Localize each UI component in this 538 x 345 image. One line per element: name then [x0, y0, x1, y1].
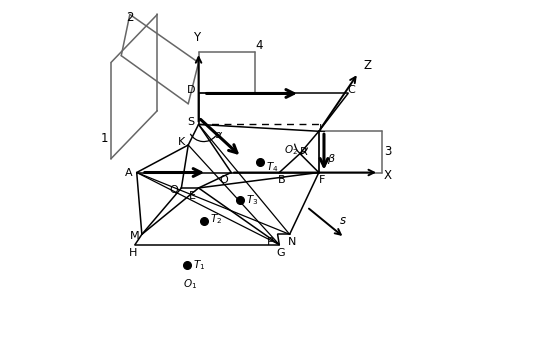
- Text: 3: 3: [384, 145, 391, 158]
- Text: G: G: [277, 248, 285, 258]
- Text: 4: 4: [255, 39, 263, 52]
- Text: $s$: $s$: [339, 214, 348, 227]
- Text: N: N: [288, 237, 296, 247]
- Text: H: H: [129, 248, 138, 258]
- Text: E: E: [189, 190, 196, 200]
- Text: 1: 1: [100, 132, 108, 145]
- Text: D: D: [187, 85, 195, 95]
- Text: O: O: [220, 175, 228, 185]
- Text: Y: Y: [193, 31, 200, 44]
- Text: Q: Q: [169, 185, 178, 195]
- Text: R: R: [300, 147, 307, 157]
- Text: 2: 2: [126, 11, 133, 24]
- Text: $T_1$: $T_1$: [193, 258, 205, 272]
- Text: M: M: [130, 231, 139, 241]
- Text: $O_2$: $O_2$: [285, 143, 299, 157]
- Text: L: L: [319, 124, 325, 134]
- Text: K: K: [178, 137, 185, 147]
- Text: $\beta$: $\beta$: [327, 152, 336, 166]
- Text: B: B: [278, 175, 286, 185]
- Text: $O_1$: $O_1$: [183, 277, 197, 291]
- Text: $T_2$: $T_2$: [210, 212, 222, 226]
- Text: $\alpha$: $\alpha$: [214, 130, 223, 140]
- Text: F: F: [319, 175, 325, 185]
- Text: S: S: [187, 117, 195, 127]
- Text: Z: Z: [364, 59, 372, 72]
- Text: P: P: [267, 237, 273, 247]
- Text: X: X: [384, 169, 392, 183]
- Text: $T_3$: $T_3$: [246, 193, 258, 207]
- Text: A: A: [125, 168, 133, 177]
- Text: $T_4$: $T_4$: [266, 160, 279, 174]
- Text: C: C: [348, 85, 355, 95]
